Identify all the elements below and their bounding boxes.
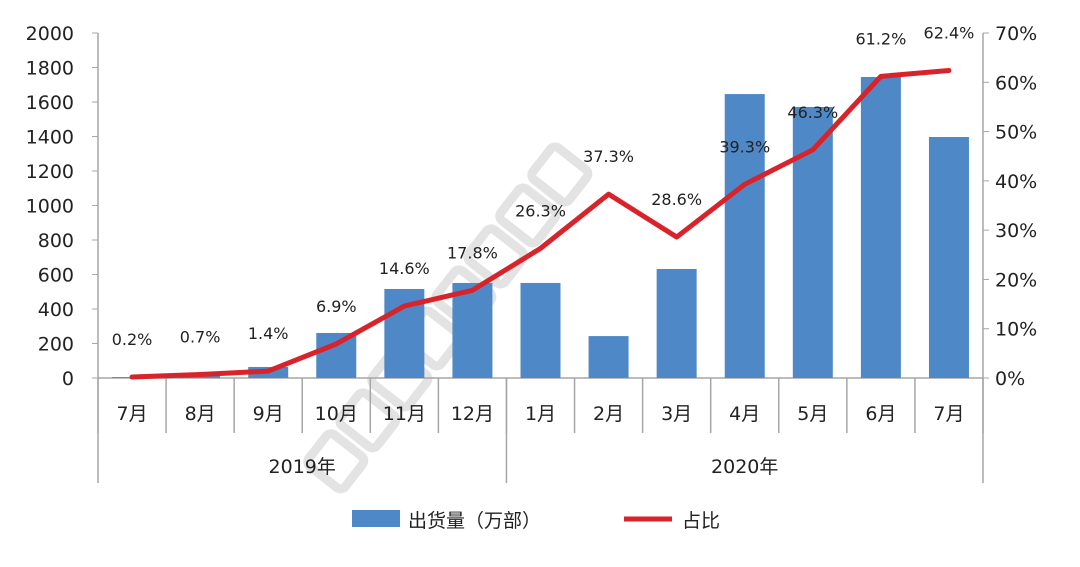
left-tick-label: 800 [38, 230, 74, 252]
data-label: 14.6% [379, 259, 430, 278]
legend-bar-swatch [352, 510, 400, 527]
category-label: 5月 [797, 403, 828, 425]
data-label: 62.4% [924, 23, 975, 42]
data-label: 39.3% [719, 137, 770, 156]
category-label: 10月 [315, 403, 358, 425]
right-tick-label: 0% [995, 368, 1025, 390]
bar [724, 94, 765, 378]
bar [588, 336, 629, 378]
bar [452, 282, 493, 378]
left-tick-label: 600 [38, 265, 74, 287]
watermark-glyph [527, 142, 593, 207]
data-label: 6.9% [316, 297, 357, 316]
bar [860, 76, 901, 379]
bar [520, 282, 561, 378]
right-tick-label: 60% [995, 72, 1037, 94]
right-tick-label: 70% [995, 23, 1037, 45]
left-tick-label: 400 [38, 299, 74, 321]
category-label: 9月 [253, 403, 284, 425]
category-label: 2月 [593, 403, 624, 425]
left-tick-label: 1600 [26, 92, 74, 114]
data-label: 26.3% [515, 201, 566, 220]
watermark-glyph [303, 429, 369, 494]
data-label: 0.2% [112, 330, 153, 349]
left-tick-label: 1000 [26, 196, 74, 218]
bar [928, 137, 969, 378]
category-label: 4月 [729, 403, 760, 425]
group-label: 2019年 [269, 456, 336, 478]
category-label: 1月 [525, 403, 556, 425]
data-label: 17.8% [447, 243, 498, 262]
right-tick-label: 20% [995, 269, 1037, 291]
right-tick-label: 40% [995, 171, 1037, 193]
category-label: 7月 [933, 403, 964, 425]
legend-line-label: 占比 [682, 510, 720, 532]
right-tick-label: 10% [995, 319, 1037, 341]
data-label: 37.3% [583, 147, 634, 166]
legend-bar-label: 出货量（万部） [408, 510, 541, 532]
category-label: 7月 [116, 403, 147, 425]
left-tick-label: 1400 [26, 127, 74, 149]
category-label: 6月 [865, 403, 896, 425]
bar [656, 268, 697, 378]
bar [316, 332, 357, 378]
group-label: 2020年 [711, 456, 778, 478]
data-label: 1.4% [248, 324, 289, 343]
left-tick-label: 1800 [26, 58, 74, 80]
category-label: 12月 [451, 403, 494, 425]
category-label: 3月 [661, 403, 692, 425]
data-label: 46.3% [787, 103, 838, 122]
watermark-glyph [463, 224, 529, 289]
data-label: 0.7% [180, 328, 221, 347]
left-tick-label: 200 [38, 334, 74, 356]
left-tick-label: 2000 [26, 23, 74, 45]
category-label: 11月 [383, 403, 426, 425]
data-label: 28.6% [651, 190, 702, 209]
watermark [303, 142, 593, 494]
data-label: 61.2% [855, 29, 906, 48]
watermark-glyph [335, 388, 401, 453]
category-label: 8月 [185, 403, 216, 425]
right-tick-label: 50% [995, 122, 1037, 144]
right-tick-label: 30% [995, 220, 1037, 242]
left-tick-label: 1200 [26, 161, 74, 183]
left-tick-label: 0 [62, 368, 74, 390]
watermark-glyph [495, 183, 561, 248]
